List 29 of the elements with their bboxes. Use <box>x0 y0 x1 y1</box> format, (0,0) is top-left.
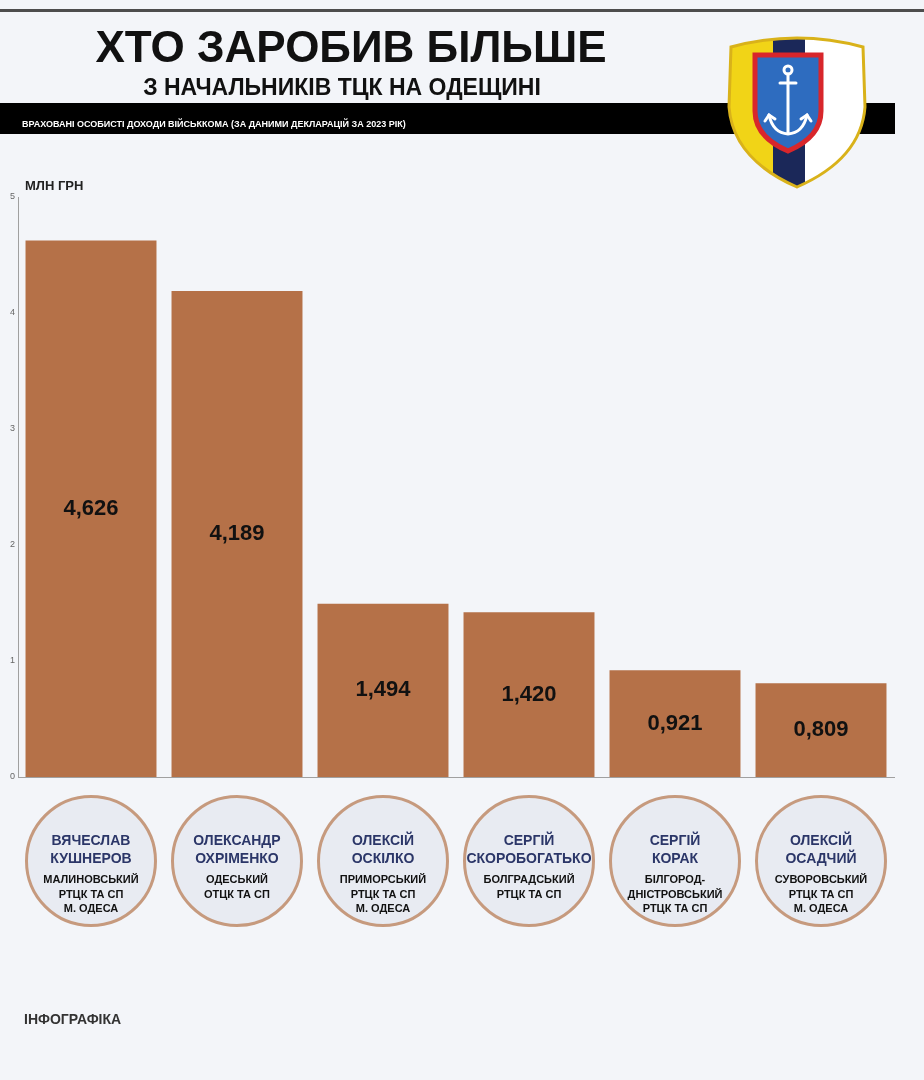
text: ВРАХОВАНІ ОСОБИСТІ ДОХОДИ ВІЙСЬККОМА (ЗА ДАНИМИ ДЕКЛАРАЦІЙ ЗА 2023 РІК) <box>22 119 406 129</box>
bar <box>463 612 595 777</box>
y-tick-label: 0 <box>9 771 15 782</box>
x-tick-label: ОЛЕКСІЙ ОСКІЛКО ПРИМОРСЬКИЙ РТЦК ТА СП М. ОДЕСА <box>339 830 427 915</box>
bar <box>25 240 157 777</box>
chart-subtitle: З НАЧАЛЬНИКІВ ТЦК НА ОДЕЩИНІ <box>142 74 542 101</box>
y-axis-title: МЛН ГРН <box>25 178 84 193</box>
x-tick-label: ВЯЧЕСЛАВ КУШНЕРОВ МАЛИНОВСЬКИЙ РТЦК ТА СП М. ОДЕСА <box>43 831 139 915</box>
bar <box>317 603 449 777</box>
bar <box>609 670 741 777</box>
y-tick-label: 2 <box>9 539 15 550</box>
y-tick-label: 1 <box>9 655 15 666</box>
data-label: 4,626 <box>63 494 119 520</box>
x-tick-label: СЕРГІЙ СКОРОБОГАТЬКО БОЛГРАДСЬКИЙ РТЦК ТА СП <box>466 830 592 900</box>
bar <box>755 683 887 777</box>
data-label: 0,921 <box>647 709 703 735</box>
y-tick-label: 3 <box>9 423 15 434</box>
bar <box>171 291 303 777</box>
y-tick-label: 5 <box>9 191 15 202</box>
data-label: 1,494 <box>355 676 412 702</box>
x-tick-label: СЕРГІЙ КОРАК БІЛГОРОД- ДНІСТРОВСЬКИЙ РТЦК ТА СП <box>627 830 723 915</box>
data-label: 4,189 <box>209 520 265 546</box>
x-tick-label: ОЛЕКСАНДР ОХРІМЕНКО ОДЕСЬКИЙ ОТЦК ТА СП <box>193 831 281 900</box>
x-tick-label: ОЛЕКСІЙ ОСАДЧИЙ СУВОРОВСЬКИЙ РТЦК ТА СП М. ОДЕСА <box>774 830 868 915</box>
chart-title: ХТО ЗАРОБИВ БІЛЬШЕ <box>94 22 608 72</box>
data-label: 1,420 <box>501 680 557 706</box>
data-label: 0,809 <box>793 716 849 742</box>
y-tick-label: 4 <box>9 307 15 318</box>
text: ІНФОГРАФІКА <box>24 1011 122 1027</box>
